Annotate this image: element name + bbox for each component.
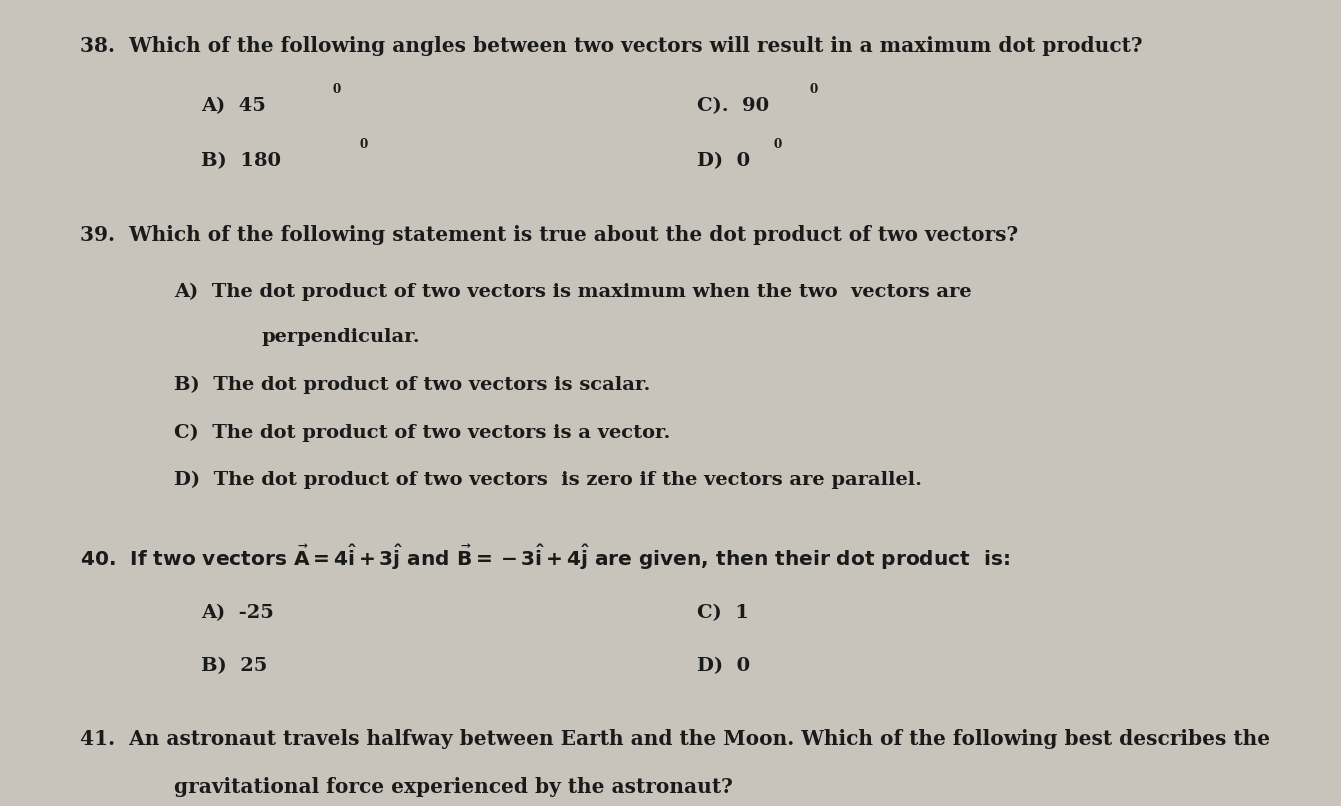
- Text: C)  1: C) 1: [697, 604, 750, 622]
- Text: D)  0: D) 0: [697, 657, 751, 675]
- Text: C).  90: C). 90: [697, 98, 770, 115]
- Text: B)  180: B) 180: [201, 152, 282, 170]
- Text: 0: 0: [774, 138, 782, 151]
- Text: perpendicular.: perpendicular.: [261, 328, 420, 346]
- Text: 39.  Which of the following statement is true about the dot product of two vecto: 39. Which of the following statement is …: [80, 225, 1019, 245]
- Text: 41.  An astronaut travels halfway between Earth and the Moon. Which of the follo: 41. An astronaut travels halfway between…: [80, 729, 1270, 749]
- Text: B)  25: B) 25: [201, 657, 267, 675]
- Text: C)  The dot product of two vectors is a vector.: C) The dot product of two vectors is a v…: [174, 423, 670, 442]
- Text: 40.  If two vectors $\bf\vec{A}=4\hat{i}+3\hat{j}$ and $\bf\vec{B}=-3\hat{i}+4\h: 40. If two vectors $\bf\vec{A}=4\hat{i}+…: [80, 543, 1010, 572]
- Text: 0: 0: [359, 138, 367, 151]
- Text: 0: 0: [333, 83, 341, 96]
- Text: gravitational force experienced by the astronaut?: gravitational force experienced by the a…: [174, 777, 734, 797]
- Text: B)  The dot product of two vectors is scalar.: B) The dot product of two vectors is sca…: [174, 376, 650, 394]
- Text: 38.  Which of the following angles between two vectors will result in a maximum : 38. Which of the following angles betwee…: [80, 36, 1143, 56]
- Text: D)  0: D) 0: [697, 152, 751, 170]
- Text: 0: 0: [810, 83, 818, 96]
- Text: D)  The dot product of two vectors  is zero if the vectors are parallel.: D) The dot product of two vectors is zer…: [174, 471, 923, 489]
- Text: A)  45: A) 45: [201, 98, 266, 115]
- Text: A)  The dot product of two vectors is maximum when the two  vectors are: A) The dot product of two vectors is max…: [174, 283, 972, 301]
- Text: A)  -25: A) -25: [201, 604, 274, 622]
